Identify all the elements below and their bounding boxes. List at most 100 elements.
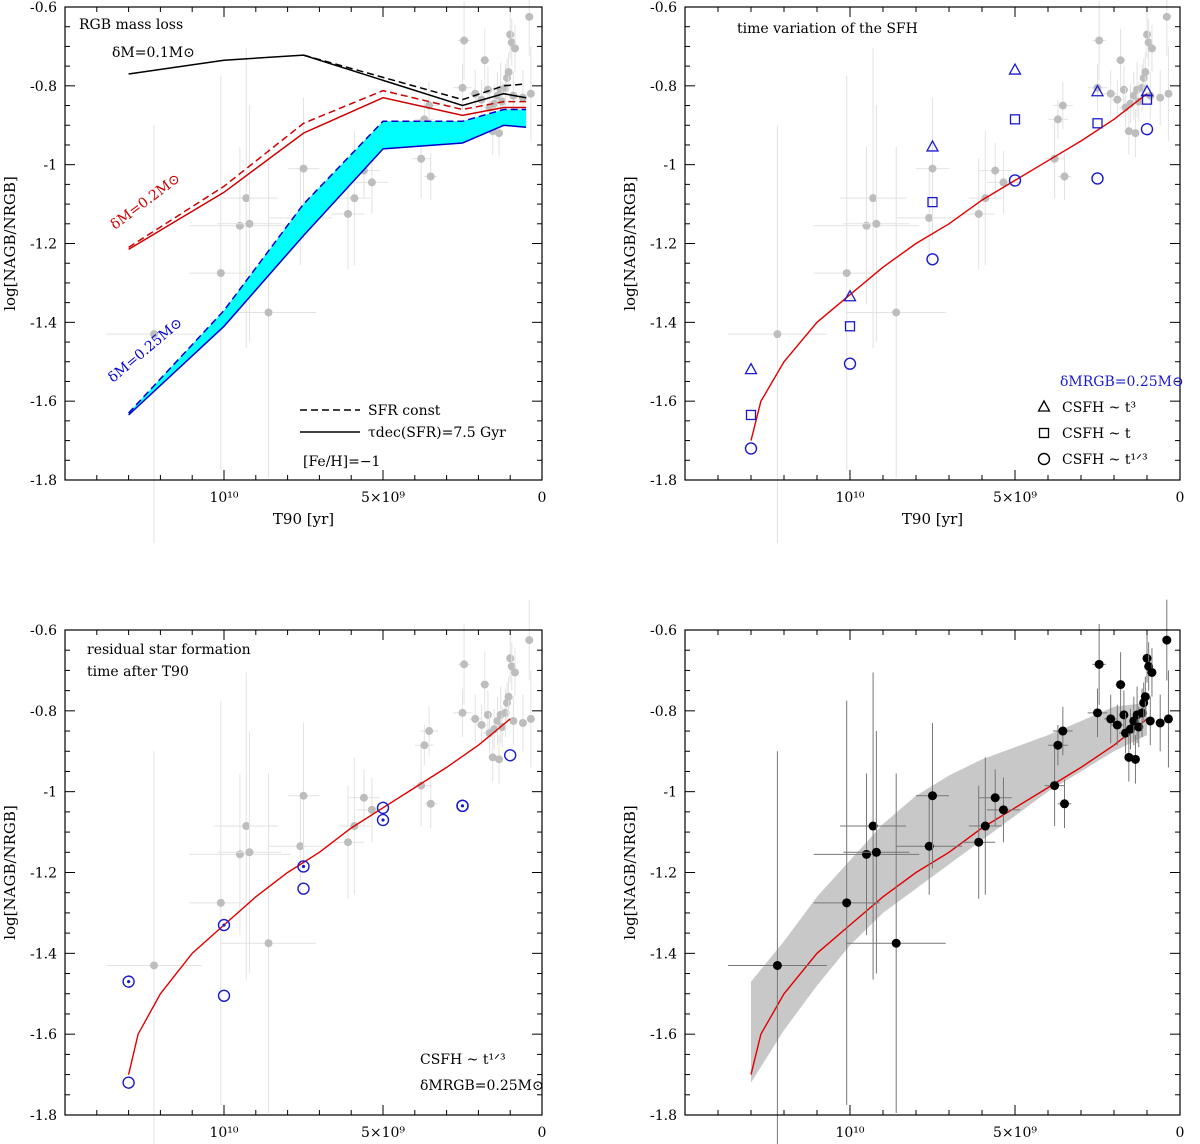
obs-marker — [507, 38, 516, 47]
legend-label: τdec(SFR)=7.5 Gyr — [368, 425, 506, 441]
obs-point-faded — [424, 152, 438, 201]
x-tick-label: 0 — [538, 490, 547, 506]
obs-point — [1092, 623, 1106, 705]
obs-point — [978, 769, 1012, 827]
obs-point-faded — [414, 724, 434, 766]
obs-marker — [1162, 12, 1171, 21]
obs-point-faded — [510, 648, 519, 697]
obs-point-faded — [493, 696, 502, 746]
obs-marker — [1050, 781, 1060, 791]
panel-title: residual star formation time after T90 — [87, 642, 251, 680]
obs-marker — [1116, 680, 1126, 690]
obs-marker — [1144, 38, 1153, 47]
square-marker — [745, 409, 757, 421]
obs-point — [1145, 696, 1155, 746]
circle-marker — [376, 801, 390, 815]
uncertainty-band — [751, 702, 1147, 1083]
y-tick-label: -1.2 — [30, 237, 57, 253]
model-curve — [750, 93, 1148, 441]
obs-marker — [998, 805, 1008, 815]
circle-center-dot — [381, 818, 385, 822]
square-marker — [927, 196, 938, 208]
obs-marker — [1124, 127, 1133, 136]
panel-title-line: time after T90 — [87, 664, 189, 680]
circle-center-dot — [301, 864, 306, 869]
obs-marker — [974, 837, 984, 847]
y-tick-label: -1.8 — [30, 1108, 57, 1124]
obs-marker — [868, 821, 878, 831]
obs-marker — [1147, 667, 1157, 677]
obs-point-faded — [452, 64, 473, 112]
obs-marker — [974, 209, 983, 218]
obs-point-faded — [526, 46, 535, 142]
obs-point-faded — [1104, 70, 1118, 118]
obs-point-faded — [840, 48, 907, 348]
obs-point-faded — [526, 670, 535, 768]
obs-marker — [925, 213, 934, 222]
obs-marker — [869, 194, 878, 203]
obs-marker — [235, 850, 244, 859]
obs-marker — [264, 939, 273, 948]
obs-marker — [1129, 91, 1138, 100]
obs-point-faded — [355, 777, 388, 843]
obs-point-faded — [1164, 46, 1173, 142]
x-tick-label: 5×10⁹ — [993, 490, 1037, 506]
obs-point — [1044, 745, 1065, 827]
x-tick-label: 0 — [1176, 1125, 1185, 1141]
obs-point-faded — [510, 24, 519, 73]
y-tick-label: -0.6 — [30, 623, 57, 639]
circle-center-dot — [127, 980, 131, 984]
circle-marker — [1037, 452, 1051, 466]
obs-marker — [299, 791, 308, 800]
circle-marker — [926, 253, 939, 266]
obs-point-faded — [1129, 72, 1138, 120]
mass-loss-curve-dashed — [128, 108, 527, 414]
y-tick-label: -0.8 — [650, 79, 677, 95]
obs-point — [1155, 694, 1165, 752]
obs-point — [846, 773, 946, 1113]
obs-marker — [425, 727, 434, 736]
obs-point — [1140, 676, 1150, 717]
obs-marker — [1126, 724, 1135, 734]
obs-marker — [150, 961, 159, 970]
obs-point-faded — [503, 682, 512, 723]
obs-point-faded — [1126, 83, 1135, 124]
curve-label: δM=0.1M⊙ — [112, 45, 195, 61]
obs-point-faded — [727, 125, 827, 544]
obs-point — [1057, 779, 1072, 829]
obs-point — [1126, 708, 1135, 750]
obs-point-faded — [220, 773, 317, 1113]
y-axis-label: log[NAGB/NRGB] — [1, 805, 19, 940]
obs-marker — [1164, 89, 1173, 98]
obs-marker — [1156, 93, 1165, 102]
obs-marker — [417, 781, 426, 790]
obs-point-faded — [1110, 79, 1124, 120]
obs-marker — [493, 716, 502, 725]
legend-label: CSFH ~ t — [1062, 426, 1131, 442]
obs-point-faded — [509, 696, 518, 746]
obs-point — [1130, 735, 1140, 784]
y-tick-label: -0.6 — [650, 0, 677, 16]
square-marker — [1141, 94, 1153, 105]
circle-center-dot — [460, 804, 465, 808]
obs-marker — [344, 209, 353, 218]
obs-marker — [506, 654, 515, 663]
obs-marker — [991, 166, 1000, 175]
y-axis-label: log[NAGB/NRGB] — [621, 176, 639, 311]
obs-point-faded — [1141, 52, 1150, 92]
obs-marker — [1058, 726, 1068, 736]
obs-marker — [509, 716, 518, 725]
y-tick-label: -1.8 — [650, 1108, 677, 1124]
obs-point-faded — [503, 58, 512, 98]
obs-marker — [1106, 89, 1115, 98]
obs-point — [1147, 648, 1157, 697]
obs-marker — [1140, 692, 1150, 702]
x-tick-label: 10¹⁰ — [209, 1125, 238, 1141]
obs-point-faded — [525, 599, 534, 681]
obs-marker — [1060, 799, 1069, 809]
obs-marker — [367, 805, 376, 814]
obs-point-faded — [507, 18, 516, 67]
obs-point — [813, 700, 880, 1105]
triangle-marker — [1008, 62, 1022, 75]
